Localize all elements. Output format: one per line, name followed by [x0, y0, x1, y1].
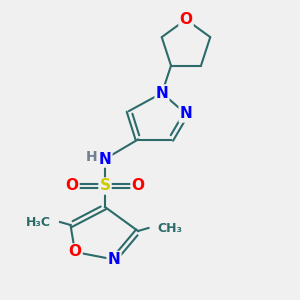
- Text: N: N: [99, 152, 111, 166]
- Text: H₃C: H₃C: [26, 215, 51, 229]
- Text: H: H: [86, 150, 97, 164]
- Text: O: O: [68, 244, 82, 260]
- Text: CH₃: CH₃: [158, 221, 182, 235]
- Text: N: N: [180, 106, 192, 122]
- Text: O: O: [131, 178, 145, 194]
- Text: S: S: [100, 178, 110, 194]
- Text: N: N: [108, 252, 120, 267]
- Text: O: O: [65, 178, 79, 194]
- Text: N: N: [156, 85, 168, 100]
- Text: O: O: [179, 12, 193, 27]
